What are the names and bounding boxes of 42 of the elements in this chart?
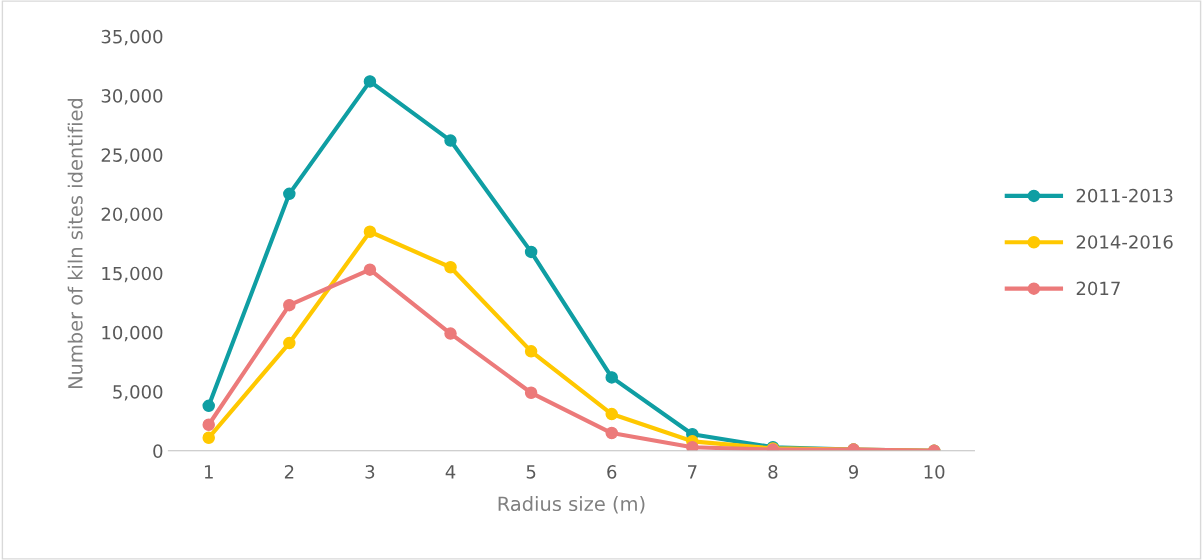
point [202, 431, 215, 445]
point [444, 134, 457, 147]
point [605, 426, 618, 440]
legend-label: 2017 [1076, 281, 1120, 296]
y-axis-title: Number of kiln sites identified [67, 98, 83, 389]
legend-label: 2011-2013 [1076, 188, 1173, 203]
x-tick-label: 1 [204, 465, 213, 479]
x-tick-label: 2 [284, 465, 294, 479]
y-tick-label: 30,000 [101, 89, 163, 105]
point [444, 327, 457, 340]
point [444, 261, 457, 274]
y-tick-label: 10,000 [102, 325, 163, 342]
point [283, 298, 296, 312]
point [283, 187, 296, 201]
point [524, 386, 538, 400]
x-tick-label: 6 [607, 465, 617, 479]
y-tick-label: 25,000 [101, 148, 163, 164]
x-tick-label: 3 [365, 465, 375, 479]
legend-label: 2014-2016 [1076, 235, 1173, 249]
y-tick-label: 5,000 [113, 385, 163, 401]
y-tick-label: 35,000 [101, 29, 163, 46]
point [283, 336, 296, 350]
point [605, 407, 618, 421]
y-tick-label: 20,000 [101, 207, 163, 223]
point [524, 345, 538, 358]
point [524, 245, 538, 259]
x-tick-label: 8 [768, 465, 778, 479]
point [363, 263, 377, 276]
point [363, 225, 377, 239]
x-tick-label: 5 [526, 465, 536, 479]
point [202, 418, 215, 432]
x-axis-title: Radius size (m) [498, 496, 645, 514]
x-tick-label: 4 [445, 465, 456, 479]
point [686, 440, 699, 451]
x-tick-label: 7 [688, 465, 697, 479]
x-tick-label: 9 [848, 465, 858, 479]
point [202, 399, 215, 413]
point [363, 75, 377, 88]
x-tick-label: 10 [924, 465, 945, 479]
y-tick-label: 0 [153, 444, 163, 458]
point [605, 371, 618, 384]
y-tick-label: 15,000 [102, 266, 163, 283]
